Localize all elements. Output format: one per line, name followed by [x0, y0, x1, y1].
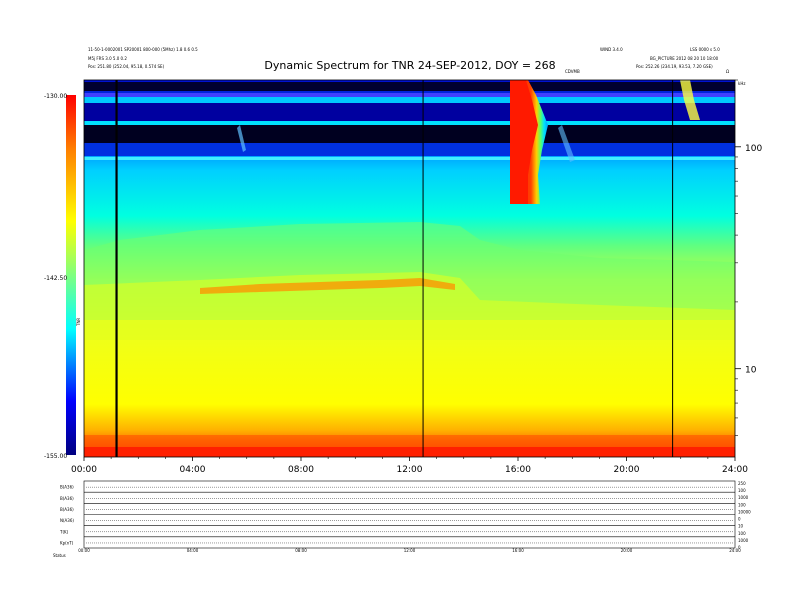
bottom-x-tick-label: 04:00 — [187, 548, 199, 553]
bottom-x-tick-label: 20:00 — [621, 548, 633, 553]
bottom-right-tick: 100 — [738, 488, 746, 493]
bottom-right-tick: 1000 — [738, 495, 749, 500]
bottom-right-tick: 10 — [738, 524, 744, 529]
bottom-right-tick: 1000 — [738, 538, 749, 543]
status-label: Status — [53, 553, 66, 558]
x-tick-label: 00:00 — [71, 465, 97, 475]
bottom-panels: B(A36)B(A36)B(A36)N(A36)T(K)Kp(nT)250100… — [53, 480, 751, 558]
bottom-right-tick: 100 — [738, 531, 746, 536]
bottom-panel-label: T(K) — [59, 529, 69, 534]
bottom-x-tick-label: 12:00 — [404, 548, 416, 553]
chart-title: Dynamic Spectrum for TNR 24-SEP-2012, DO… — [264, 59, 555, 72]
black-band — [84, 125, 735, 143]
x-tick-label: 24:00 — [722, 465, 748, 475]
bottom-right-tick: 0 — [738, 517, 741, 522]
bottom-right-tick: 0 — [738, 545, 741, 550]
orange-ridge — [200, 278, 455, 294]
header-left-line1: 11-50-1-0002001 SP20001 800-000 (5Mhz) 1… — [88, 47, 198, 52]
x-axis: 00:00 04:00 08:00 12:00 16:00 20:00 24:00 — [71, 457, 748, 475]
right-axis: 100 10 — [735, 79, 762, 436]
colorbar-tick-mid: -142.50 — [44, 275, 67, 282]
top-band-2 — [84, 93, 735, 97]
data-gap-lines — [115, 80, 674, 457]
bottom-x-tick-label: 16:00 — [512, 548, 524, 553]
bottom-panel-label: N(A36) — [60, 518, 74, 523]
bottom-x-tick-label: 24:00 — [729, 548, 741, 553]
x-tick-label: 08:00 — [288, 465, 314, 475]
cyan-stripe-2 — [84, 121, 735, 125]
x-tick-label: 04:00 — [180, 465, 206, 475]
x-tick-label: 20:00 — [614, 465, 640, 475]
header-corner: Ω — [726, 69, 729, 74]
colorbar-label: TNR — [76, 318, 81, 327]
spectrogram — [84, 80, 735, 457]
header-right-line2: LSS 0000 s 5.0 — [690, 47, 720, 52]
bottom-x-tick-label: 08:00 — [295, 548, 307, 553]
colorbar — [66, 95, 76, 455]
top-dark-band — [84, 82, 735, 91]
header-left-line3: Pos: 251.80 (252.04, 95.18, 0.574 SE) — [88, 64, 165, 69]
header-left-line2: M5j FRS 3.0 5.0 0.2 — [88, 56, 127, 61]
bottom-right-tick: 250 — [738, 481, 746, 486]
type-iii-burst-1-core — [510, 80, 538, 204]
colorbar-tick-bottom: -155.00 — [44, 453, 67, 460]
cyan-stripe-3 — [84, 157, 735, 160]
type-iii-burst-2 — [680, 80, 700, 120]
bottom-panel-label: B(A36) — [60, 496, 74, 501]
blue-band-2 — [84, 143, 735, 156]
blue-band — [84, 103, 735, 121]
y-tick-label: 10 — [745, 366, 757, 376]
faint-streak-1 — [237, 125, 246, 152]
faint-streak-2 — [558, 125, 575, 162]
y-tick-label: 100 — [745, 144, 762, 154]
bottom-x-tick-label: 00:00 — [78, 548, 90, 553]
header-right-line4: Pos: 252.26 (234.19, 93.53, 7.20 GSE) — [636, 64, 713, 69]
x-tick-label: 16:00 — [505, 465, 531, 475]
header-right-line1: WIND 3.4.0 — [600, 47, 623, 52]
header-right-line3: BG_PICTURE 2012 08 20 10 18:00 — [650, 56, 719, 61]
bottom-right-tick: 10000 — [738, 509, 751, 514]
bottom-panel-label: B(A36) — [60, 485, 74, 490]
colorbar-tick-top: -130.00 — [44, 93, 67, 100]
header-small-label: CDVMB — [565, 69, 580, 74]
bottom-panel-label: Kp(nT) — [60, 540, 74, 545]
bottom-panel-label: B(A36) — [60, 507, 74, 512]
cyan-stripe-1 — [84, 97, 735, 103]
right-axis-label: kHz — [738, 81, 745, 86]
bottom-right-tick: 100 — [738, 502, 746, 507]
bottom-red-band-2 — [84, 447, 735, 457]
x-tick-label: 12:00 — [397, 465, 423, 475]
